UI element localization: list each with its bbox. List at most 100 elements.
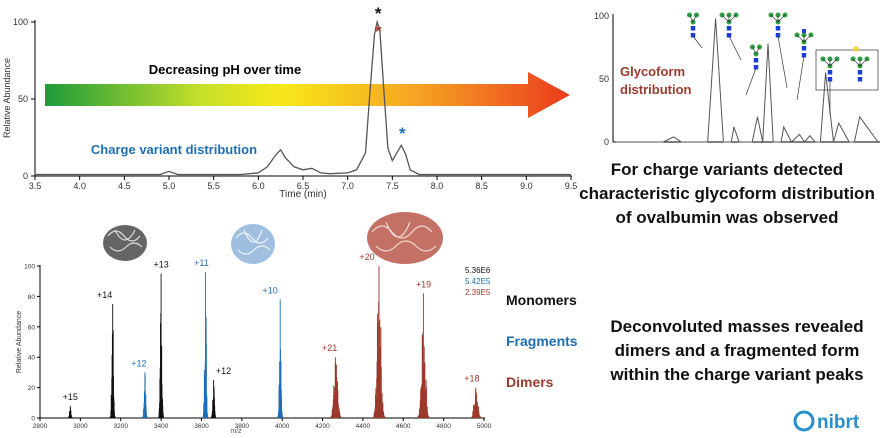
statement-line: For charge variants detected [611, 160, 843, 179]
ms-y-axis-label: Relative Abundance [16, 311, 23, 373]
x-tick-label: 9.0 [520, 181, 533, 191]
x-tick-label: 8.0 [431, 181, 444, 191]
x-tick-label: 7.5 [386, 181, 399, 191]
statement-line: characteristic glycoform distribution [579, 184, 875, 203]
peak-marker-asterisk: * [399, 124, 406, 143]
monomer-structure-image [103, 225, 147, 261]
x-tick-label: 6.5 [297, 181, 310, 191]
charge-state-label: +20 [359, 252, 374, 262]
nibrt-logo-icon [793, 410, 815, 432]
glycoform-statement: For charge variants detected characterist… [579, 160, 875, 227]
ms-x-tick-label: 3600 [194, 423, 209, 430]
ms-x-tick-label: 4400 [356, 423, 371, 430]
charge-state-label: +11 [194, 258, 209, 268]
glycoform-chart: 0 50 100 Glycoform distribution [594, 11, 880, 147]
arrow-label: Decreasing pH over time [149, 62, 301, 77]
ms-y-tick-label: 20 [28, 385, 36, 392]
peak-marker-asterisk: * [375, 4, 382, 23]
statement-line: dimers and a fragmented form [615, 341, 860, 360]
glycan-bracket [815, 46, 879, 91]
intensity-fragments: 5.42E5 [465, 277, 491, 286]
ms-y-tick-label: 100 [24, 264, 35, 271]
statement-line: Deconvoluted masses revealed [610, 317, 863, 336]
y-tick-label: 0 [23, 171, 28, 181]
charge-state-label: +21 [322, 343, 337, 353]
ms-y-tick-label: 40 [28, 355, 36, 362]
y-tick-label: 100 [13, 17, 28, 27]
glycoform-label-line2: distribution [620, 82, 692, 97]
x-axis-label: Time (min) [279, 189, 326, 200]
ms-x-tick-label: 4200 [315, 423, 330, 430]
x-tick-label: 8.5 [475, 181, 488, 191]
legend-fragments: Fragments [506, 333, 578, 349]
legend-dimers: Dimers [506, 374, 554, 390]
nibrt-logo-text: nibrt [817, 412, 860, 433]
x-tick-label: 9.5 [565, 181, 578, 191]
ms-y-tick-label: 60 [28, 324, 36, 331]
glyco-y-tick-label: 100 [594, 11, 609, 21]
x-tick-label: 4.5 [118, 181, 131, 191]
x-tick-label: 3.5 [29, 181, 42, 191]
y-tick-group: 0 50 100 [13, 17, 35, 181]
ms-y-tick-group: 0 20 40 60 80 100 [24, 264, 40, 423]
glycan-structure-icons [687, 12, 879, 115]
charge-state-label: +12 [131, 358, 146, 368]
charge-variant-label: Charge variant distribution [91, 142, 257, 157]
x-tick-label: 4.0 [73, 181, 86, 191]
peak-marker-asterisk: * [375, 22, 382, 41]
glyco-y-tick-label: 0 [604, 137, 609, 147]
dimer-structure-image [367, 212, 443, 264]
ms-x-tick-label: 4800 [436, 423, 451, 430]
x-tick-label: 6.0 [252, 181, 265, 191]
glyco-y-tick-group: 0 50 100 [594, 11, 609, 147]
glycan-icon [687, 12, 703, 49]
glycoform-label-line1: Glycoform [620, 64, 685, 79]
charge-state-label: +18 [464, 374, 479, 384]
chromatogram-chart: Decreasing pH over time Charge variant d… [2, 4, 577, 200]
intensity-monomers: 5.36E6 [465, 266, 491, 275]
ms-x-tick-label: 2800 [33, 423, 48, 430]
charge-state-label: +13 [153, 260, 168, 270]
y-tick-label: 50 [18, 94, 28, 104]
glycan-icon [719, 12, 742, 61]
x-tick-label: 5.0 [163, 181, 176, 191]
glycan-icon [768, 12, 788, 89]
deconvolution-statement: Deconvoluted masses revealed dimers and a… [609, 317, 863, 384]
peak-markers: *** [375, 4, 406, 143]
glycan-icon [794, 29, 814, 101]
x-tick-group: 3.5 4.0 4.5 5.0 5.5 6.0 6.5 7.0 7.5 8.0 8.5 9.0 9.5 [29, 176, 578, 191]
ms-x-tick-label: 3200 [113, 423, 128, 430]
intensity-dimers: 2.39E5 [465, 288, 491, 297]
charge-state-label: +15 [63, 392, 78, 402]
chromatogram-trace [35, 19, 571, 176]
glycoform-trace [616, 18, 879, 143]
charge-state-label: +12 [216, 366, 231, 376]
y-axis-label: Relative Abundance [2, 58, 12, 138]
ms-x-tick-label: 3800 [235, 423, 250, 430]
legend-monomers: Monomers [506, 292, 577, 308]
ms-x-tick-label: 3000 [73, 423, 88, 430]
ms-x-tick-label: 4600 [396, 423, 411, 430]
ms-charge-labels: +15 +14 +13 +12 +12 +11 +10 +21 +20 +19 +18 [63, 252, 480, 402]
x-tick-label: 7.0 [341, 181, 354, 191]
glycan-icon [820, 56, 840, 115]
charge-state-label: +10 [263, 285, 278, 295]
charge-state-label: +14 [97, 290, 112, 300]
ms-x-axis-label: m/z [230, 428, 242, 435]
ms-x-tick-label: 4000 [275, 423, 290, 430]
x-tick-label: 5.5 [207, 181, 220, 191]
mass-spectrum-chart: 0 20 40 60 80 100 2800 3000 3200 3400 3600 3800 400… [16, 212, 492, 435]
ms-x-tick-label: 5000 [477, 423, 492, 430]
ms-peak-bars [68, 266, 481, 418]
fragment-structure-image [231, 224, 275, 264]
ph-gradient-arrow [45, 72, 570, 118]
nibrt-logo: nibrt [793, 410, 860, 433]
ms-y-tick-label: 80 [28, 294, 36, 301]
glycan-icon [850, 56, 870, 82]
charge-state-label: +19 [416, 279, 431, 289]
ms-x-tick-label: 3400 [154, 423, 169, 430]
statement-line: within the charge variant peaks [609, 365, 863, 384]
glyco-y-tick-label: 50 [599, 74, 609, 84]
statement-line: of ovalbumin was observed [616, 208, 839, 227]
